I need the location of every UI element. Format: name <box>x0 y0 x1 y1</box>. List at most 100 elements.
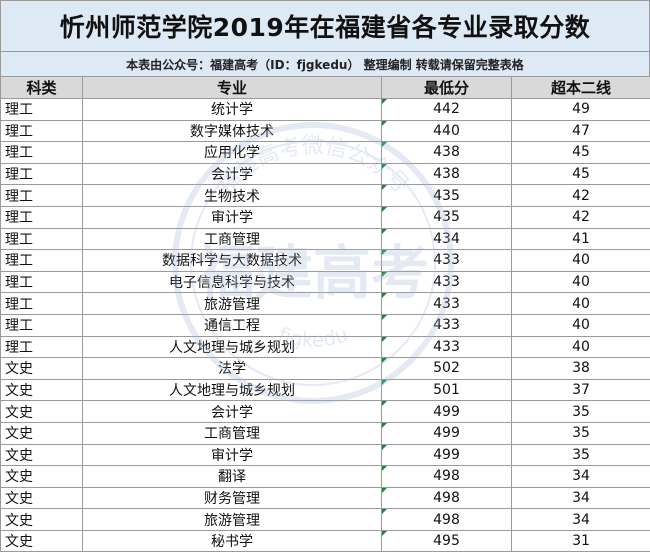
cell-above-line: 34 <box>511 465 650 488</box>
cell-above-line: 35 <box>511 443 650 467</box>
cell-above-line: 40 <box>511 292 650 315</box>
cell-major: 法学 <box>82 357 382 380</box>
cell-above-line: 40 <box>511 313 650 337</box>
cell-category: 文史 <box>0 508 83 531</box>
cell-category: 文史 <box>0 378 83 402</box>
cell-min-score: 499 <box>381 443 512 467</box>
cell-min-score: 435 <box>381 184 512 207</box>
cell-above-line: 41 <box>511 227 650 251</box>
table-row: 理工 电子信息科学与技术 433 40 <box>0 270 650 294</box>
cell-category: 理工 <box>0 205 83 229</box>
cell-category: 理工 <box>0 227 83 251</box>
cell-min-score: 433 <box>381 335 512 359</box>
header-min-score: 最低分 <box>381 76 512 99</box>
cell-min-score: 499 <box>381 421 512 445</box>
cell-above-line: 35 <box>511 400 650 423</box>
table-row: 理工 人文地理与城乡规划 433 40 <box>0 335 650 359</box>
cell-category: 理工 <box>0 141 83 164</box>
cell-min-score: 502 <box>381 357 512 380</box>
cell-category: 文史 <box>0 486 83 510</box>
cell-major: 统计学 <box>82 98 382 121</box>
cell-min-score: 440 <box>381 119 512 143</box>
cell-major: 工商管理 <box>82 421 382 445</box>
cell-major: 工商管理 <box>82 227 382 251</box>
cell-min-score: 438 <box>381 141 512 164</box>
table-row: 文史 审计学 499 35 <box>0 443 650 467</box>
cell-category: 理工 <box>0 162 83 186</box>
cell-min-score: 433 <box>381 313 512 337</box>
source-note: 本表由公众号：福建高考（ID：fjgkedu） 整理编制 转载请保留完整表格 <box>0 51 650 76</box>
cell-category: 文史 <box>0 465 83 488</box>
cell-category: 理工 <box>0 249 83 272</box>
cell-min-score: 438 <box>381 162 512 186</box>
cell-above-line: 40 <box>511 249 650 272</box>
cell-major: 财务管理 <box>82 486 382 510</box>
cell-category: 理工 <box>0 98 83 121</box>
table-row: 文史 翻译 498 34 <box>0 465 650 488</box>
cell-above-line: 47 <box>511 119 650 143</box>
cell-min-score: 498 <box>381 465 512 488</box>
header-category: 科类 <box>0 76 83 99</box>
cell-category: 文史 <box>0 421 83 445</box>
cell-min-score: 433 <box>381 270 512 294</box>
table-body: 理工 统计学 442 49 理工 数字媒体技术 440 47 理工 应用化学 438 45 理工 会计学 4… <box>0 98 650 553</box>
cell-category: 理工 <box>0 184 83 207</box>
cell-category: 理工 <box>0 335 83 359</box>
cell-above-line: 45 <box>511 141 650 164</box>
cell-category: 理工 <box>0 313 83 337</box>
table-row: 文史 财务管理 498 34 <box>0 486 650 510</box>
cell-min-score: 498 <box>381 486 512 510</box>
cell-major: 应用化学 <box>82 141 382 164</box>
table-row: 理工 生物技术 435 42 <box>0 184 650 207</box>
cell-category: 文史 <box>0 400 83 423</box>
cell-above-line: 31 <box>511 529 650 553</box>
table-row: 理工 通信工程 433 40 <box>0 313 650 337</box>
table-row: 文史 工商管理 499 35 <box>0 421 650 445</box>
cell-min-score: 442 <box>381 98 512 121</box>
table-row: 理工 数据科学与大数据技术 433 40 <box>0 249 650 272</box>
cell-category: 理工 <box>0 292 83 315</box>
cell-min-score: 495 <box>381 529 512 553</box>
cell-min-score: 433 <box>381 292 512 315</box>
cell-above-line: 42 <box>511 184 650 207</box>
cell-above-line: 34 <box>511 486 650 510</box>
table-row: 文史 人文地理与城乡规划 501 37 <box>0 378 650 402</box>
header-major: 专业 <box>82 76 382 99</box>
cell-above-line: 45 <box>511 162 650 186</box>
admission-score-table: 科类 专业 最低分 超本二线 理工 统计学 442 49 理工 数字媒体技术 440 47 理工… <box>0 76 650 553</box>
cell-above-line: 40 <box>511 335 650 359</box>
cell-min-score: 501 <box>381 378 512 402</box>
cell-major: 审计学 <box>82 205 382 229</box>
cell-major: 旅游管理 <box>82 508 382 531</box>
cell-major: 秘书学 <box>82 529 382 553</box>
table-header-row: 科类 专业 最低分 超本二线 <box>0 76 650 99</box>
cell-min-score: 433 <box>381 249 512 272</box>
table-row: 理工 工商管理 434 41 <box>0 227 650 251</box>
cell-above-line: 38 <box>511 357 650 380</box>
cell-major: 数据科学与大数据技术 <box>82 249 382 272</box>
cell-above-line: 37 <box>511 378 650 402</box>
table-row: 文史 秘书学 495 31 <box>0 529 650 553</box>
cell-major: 翻译 <box>82 465 382 488</box>
page-title: 忻州师范学院2019年在福建省各专业录取分数 <box>0 0 650 51</box>
table-row: 理工 统计学 442 49 <box>0 98 650 121</box>
cell-major: 会计学 <box>82 162 382 186</box>
cell-category: 文史 <box>0 357 83 380</box>
cell-category: 理工 <box>0 270 83 294</box>
header-above-line: 超本二线 <box>511 76 650 99</box>
table-row: 理工 会计学 438 45 <box>0 162 650 186</box>
cell-above-line: 40 <box>511 270 650 294</box>
cell-above-line: 35 <box>511 421 650 445</box>
table-row: 理工 审计学 435 42 <box>0 205 650 229</box>
cell-category: 文史 <box>0 529 83 553</box>
cell-min-score: 435 <box>381 205 512 229</box>
cell-major: 电子信息科学与技术 <box>82 270 382 294</box>
cell-major: 人文地理与城乡规划 <box>82 378 382 402</box>
cell-major: 旅游管理 <box>82 292 382 315</box>
cell-min-score: 499 <box>381 400 512 423</box>
table-row: 文史 会计学 499 35 <box>0 400 650 423</box>
cell-above-line: 49 <box>511 98 650 121</box>
cell-category: 理工 <box>0 119 83 143</box>
cell-above-line: 42 <box>511 205 650 229</box>
cell-major: 会计学 <box>82 400 382 423</box>
